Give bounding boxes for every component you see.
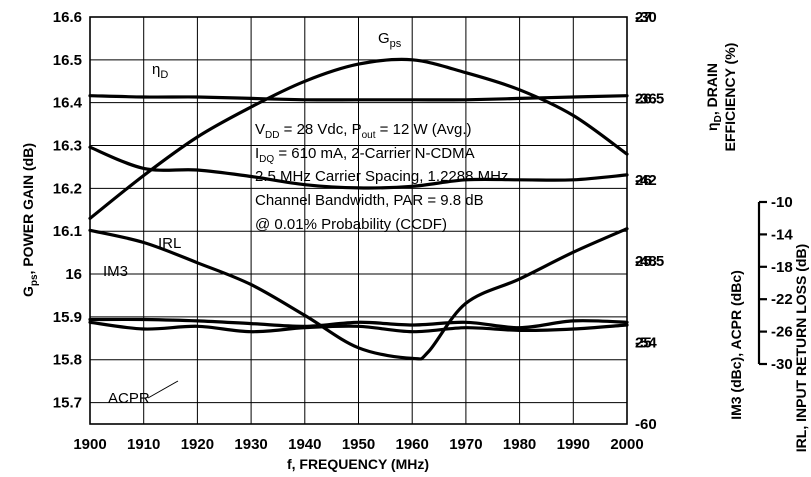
x-tick-label: 1960: [396, 436, 429, 453]
gain-tick-label: 16.1: [53, 223, 82, 240]
series-line-irl: [88, 227, 629, 361]
tick-labels: 1900 1910 1920 1930 1940 1950 1960 1970 1980 1990…: [53, 9, 664, 453]
gps-series-label: Gps: [378, 30, 402, 50]
x-tick-label: 1910: [127, 436, 160, 453]
efficiency-tick-label: 26: [635, 172, 652, 189]
irl-tick-label: -30: [771, 356, 793, 373]
left-axis-title: Gps, POWER GAIN (dB): [20, 143, 40, 297]
gain-tick-label: 15.9: [53, 309, 82, 326]
annotation-line-2: IDQ = 610 mA, 2-Carrier N-CDMA: [255, 145, 475, 165]
annotation-line-4: Channel Bandwidth, PAR = 9.8 dB: [255, 192, 484, 209]
x-tick-label: 1940: [288, 436, 321, 453]
im3-tick-label: -60: [635, 416, 657, 433]
x-tick-label: 1950: [342, 436, 375, 453]
irl-tick-label: -14: [771, 226, 793, 243]
annotation-line-3: 2.5 MHz Carrier Spacing, 1.2288 MHz: [255, 168, 508, 185]
irl-axis-title: IRL, INPUT RETURN LOSS (dB): [793, 244, 809, 452]
im3-tick-label: -54: [635, 335, 657, 352]
gain-tick-label: 16.5: [53, 52, 82, 69]
irl-axis: -10 -14 -18 -22 -26 -30: [757, 194, 793, 373]
x-tick-label: 1930: [234, 436, 267, 453]
efficiency-tick-label: 27: [635, 9, 652, 26]
x-tick-label: 1990: [557, 436, 590, 453]
im3-tick-label: -42: [635, 172, 657, 189]
irl-tick-label: -10: [771, 194, 793, 211]
annotation-line-1: VDD = 28 Vdc, Pout = 12 W (Avg.): [255, 121, 472, 141]
x-tick-label: 1980: [503, 436, 536, 453]
efficiency-tick-label: 25: [635, 335, 652, 352]
x-axis-title: f, FREQUENCY (MHz): [287, 456, 429, 472]
gain-tick-label: 15.7: [53, 395, 82, 412]
eta-series-label: ηD: [152, 61, 168, 81]
im3-tick-label: -30: [635, 9, 657, 26]
plot-frame: [89, 16, 628, 425]
x-tick-label: 1970: [449, 436, 482, 453]
acpr-leader: [147, 380, 179, 399]
im3-tick-label: -48: [635, 253, 657, 270]
series-line--d: [88, 145, 629, 190]
gain-tick-label: 16.4: [53, 95, 83, 112]
efficiency-tick-label: 25.5: [635, 253, 664, 270]
efficiency-axis-title-line2: EFFICIENCY (%): [722, 43, 738, 152]
annotation-line-5: @ 0.01% Probability (CCDF): [255, 216, 447, 233]
x-tick-label: 2000: [610, 436, 643, 453]
series-layer: [88, 57, 629, 399]
gain-tick-label: 15.8: [53, 352, 82, 369]
x-tick-label: 1920: [181, 436, 214, 453]
gain-tick-label: 16.6: [53, 9, 82, 26]
im3-acpr-axis-title: IM3 (dBc), ACPR (dBc): [728, 270, 744, 420]
irl-tick-label: -18: [771, 259, 793, 276]
irl-series-label: IRL: [158, 235, 181, 252]
im3-series-label: IM3: [103, 263, 128, 280]
efficiency-tick-label: 26.5: [635, 90, 664, 107]
gain-tick-label: 16: [65, 266, 82, 283]
irl-tick-label: -26: [771, 324, 793, 341]
series-line-im3: [88, 94, 629, 102]
gain-tick-label: 16.3: [53, 138, 82, 155]
efficiency-axis-title-line1: ηD, DRAIN: [704, 63, 724, 131]
series-line-acpr: [88, 317, 629, 330]
acpr-series-label: ACPR: [108, 390, 150, 407]
conditions-annotation: VDD = 28 Vdc, Pout = 12 W (Avg.) IDQ = 6…: [255, 121, 508, 233]
x-tick-label: 1900: [73, 436, 106, 453]
gain-tick-label: 16.2: [53, 180, 82, 197]
im3-tick-label: -36: [635, 90, 657, 107]
series-line-acpr-2: [88, 320, 629, 334]
irl-tick-label: -22: [771, 291, 793, 308]
